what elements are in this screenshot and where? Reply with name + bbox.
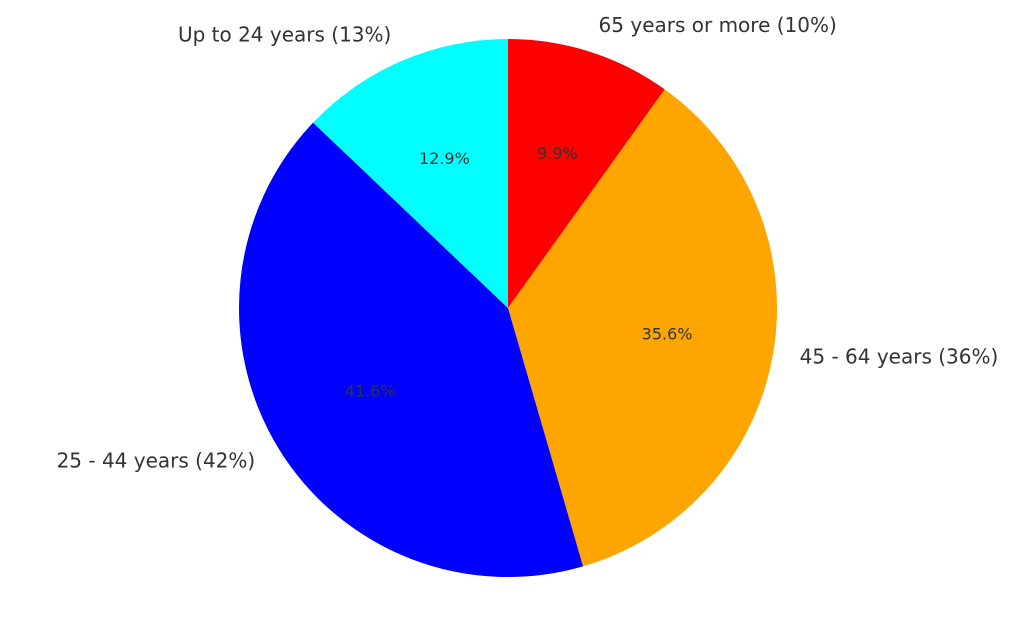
value-label: 12.9% xyxy=(419,149,470,168)
pie-slice xyxy=(508,39,665,308)
pie-slice xyxy=(239,122,584,578)
slice-label: Up to 24 years (13%) xyxy=(178,23,391,47)
slice-label: 65 years or more (10%) xyxy=(599,13,837,37)
pie-slice xyxy=(313,39,508,308)
value-label: 35.6% xyxy=(642,325,693,344)
slice-label: 25 - 44 years (42%) xyxy=(57,448,256,472)
value-label: 41.6% xyxy=(345,381,396,400)
value-label: 9.9% xyxy=(537,144,578,163)
pie-slice xyxy=(508,89,777,567)
slice-label: 45 - 64 years (36%) xyxy=(800,344,999,368)
